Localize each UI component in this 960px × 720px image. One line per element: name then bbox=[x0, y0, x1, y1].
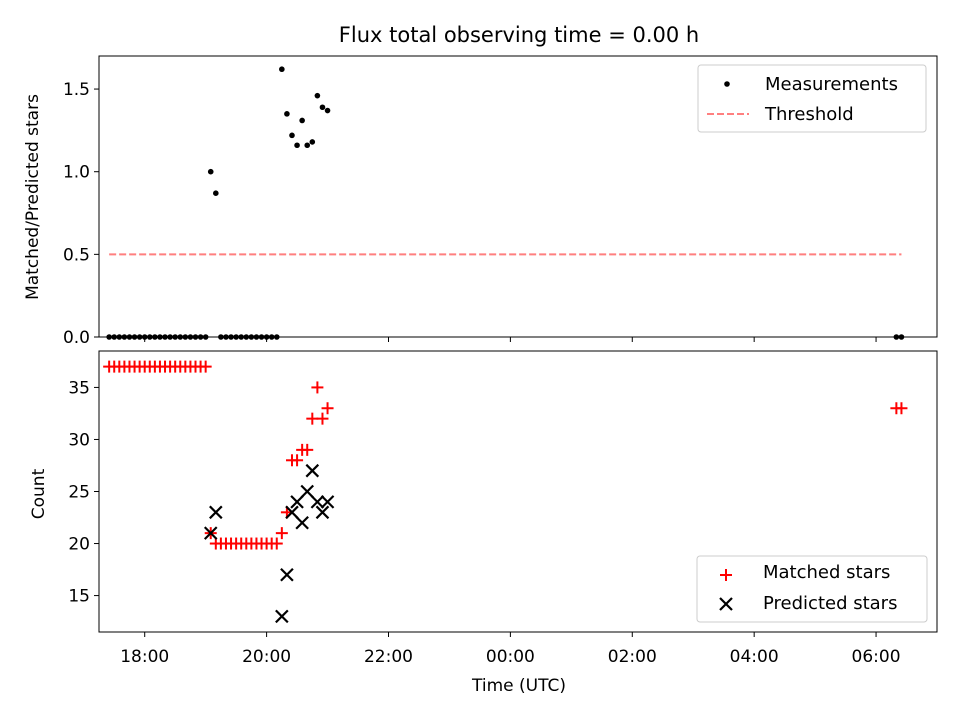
legend-measurements-label: Measurements bbox=[765, 74, 898, 95]
y-tick-label: 15 bbox=[68, 587, 90, 607]
predicted-star-point bbox=[305, 463, 320, 478]
matched-star-point bbox=[311, 381, 324, 394]
predicted-star-point bbox=[300, 484, 315, 499]
y-tick-label: 30 bbox=[68, 430, 90, 450]
legend-matched-label: Matched stars bbox=[763, 562, 890, 583]
predicted-star-point bbox=[285, 505, 299, 520]
predicted-star-point bbox=[295, 515, 309, 530]
bottom-x-axis: 18:00 20:00 22:00 00:00 02:00 04:00 06:00 bbox=[120, 632, 901, 667]
matched-star-point bbox=[291, 454, 304, 467]
matched-star-point bbox=[895, 402, 908, 415]
top-y-axis-label: Matched/Predicted stars bbox=[23, 94, 43, 300]
measurement-point bbox=[207, 168, 214, 175]
measurement-point bbox=[319, 104, 326, 111]
matched-star-point bbox=[321, 402, 334, 415]
y-tick-label: 20 bbox=[68, 535, 90, 555]
predicted-star-point bbox=[320, 495, 335, 509]
x-tick-label: 20:00 bbox=[242, 647, 291, 667]
y-tick-label: 1.5 bbox=[63, 80, 90, 100]
predicted-star-point bbox=[290, 495, 304, 509]
top-panel: 0.0 0.5 1.0 1.5 Matched/Predicted stars Mea… bbox=[23, 55, 938, 348]
x-tick-label: 04:00 bbox=[730, 647, 779, 667]
x-tick-label: 22:00 bbox=[364, 647, 413, 667]
x-tick-label: 00:00 bbox=[486, 647, 535, 667]
top-legend: Measurements Threshold bbox=[697, 64, 927, 133]
predicted-star-point bbox=[280, 567, 294, 582]
legend-matched-marker bbox=[720, 569, 732, 581]
predicted-star-point bbox=[315, 505, 330, 520]
legend-measurements-marker bbox=[724, 81, 730, 87]
y-tick-label: 35 bbox=[68, 378, 90, 398]
matched-star-point bbox=[270, 537, 283, 550]
bottom-panel: 15 20 25 30 35 18:00 20:00 22:00 00:00 02:00 04:0… bbox=[29, 350, 938, 696]
x-tick-label: 18:00 bbox=[120, 647, 169, 667]
legend-threshold-label: Threshold bbox=[764, 104, 854, 125]
legend-predicted-marker bbox=[719, 597, 733, 611]
legend-predicted-label: Predicted stars bbox=[763, 593, 897, 614]
chart-title: Flux total observing time = 0.00 h bbox=[339, 23, 699, 47]
y-tick-label: 25 bbox=[68, 483, 90, 503]
bottom-legend-box bbox=[696, 555, 928, 623]
x-tick-label: 06:00 bbox=[852, 647, 901, 667]
measurement-point bbox=[314, 92, 321, 99]
matched-star-point bbox=[306, 412, 319, 425]
y-tick-label: 1.0 bbox=[63, 163, 90, 183]
measurement-point bbox=[284, 111, 290, 117]
top-y-axis: 0.0 0.5 1.0 1.5 bbox=[63, 80, 99, 348]
y-tick-label: 0.0 bbox=[63, 328, 90, 348]
measurement-point bbox=[279, 66, 285, 73]
matched-star-point bbox=[199, 360, 212, 373]
measurement-point bbox=[324, 107, 331, 114]
measurement-point bbox=[309, 139, 316, 145]
measurement-point bbox=[213, 190, 219, 196]
x-tick-label: 02:00 bbox=[608, 647, 657, 667]
measurement-point bbox=[304, 142, 311, 149]
predicted-star-point bbox=[310, 495, 325, 509]
matched-star-point bbox=[316, 412, 329, 425]
bottom-plot-area bbox=[103, 360, 908, 624]
bottom-legend: Matched stars Predicted stars bbox=[696, 555, 928, 623]
predicted-star-point bbox=[203, 526, 218, 540]
top-x-ticks bbox=[144, 337, 877, 342]
x-axis-label: Time (UTC) bbox=[471, 676, 566, 696]
measurement-point bbox=[289, 132, 295, 139]
measurement-point bbox=[294, 142, 300, 149]
y-tick-label: 0.5 bbox=[63, 245, 90, 265]
measurement-point bbox=[299, 117, 305, 124]
predicted-star-point bbox=[209, 505, 223, 520]
predicted-star-point bbox=[275, 609, 289, 624]
matched-star-point bbox=[275, 527, 288, 540]
bottom-y-axis: 15 20 25 30 35 bbox=[68, 378, 99, 607]
top-legend-box bbox=[697, 64, 927, 133]
bottom-y-axis-label: Count bbox=[29, 468, 49, 519]
matched-star-point bbox=[301, 443, 314, 456]
top-axes-frame bbox=[98, 55, 938, 338]
top-plot-area bbox=[106, 66, 905, 340]
